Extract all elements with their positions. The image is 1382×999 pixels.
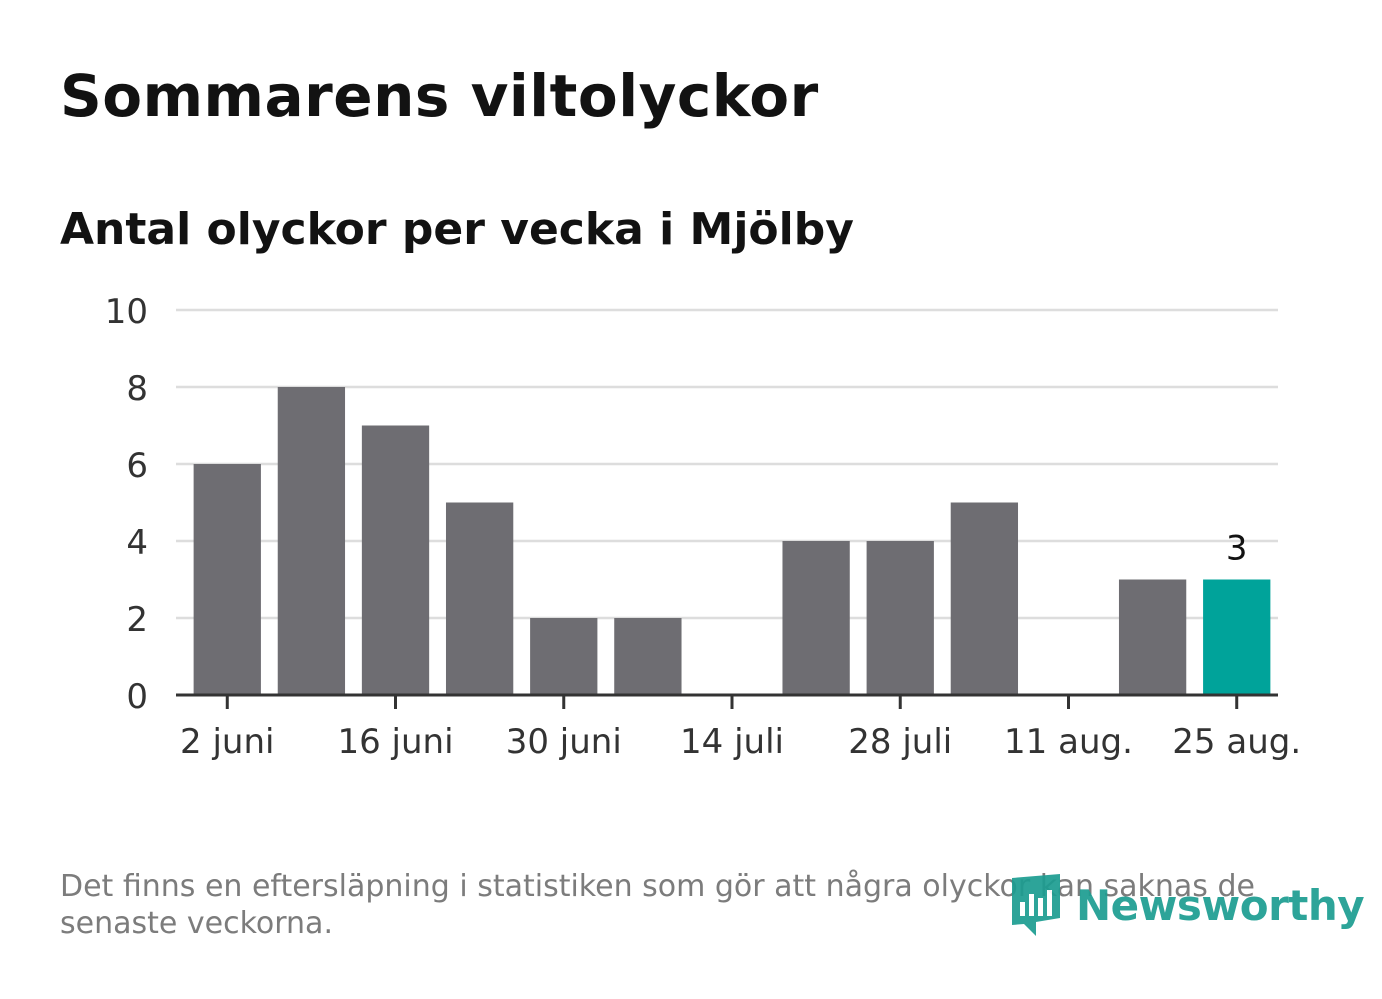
bar[interactable] [782,541,850,695]
bar[interactable] [530,618,598,695]
data-label: 3 [1226,529,1248,569]
y-tick-label: 6 [126,446,148,486]
bar[interactable] [950,502,1019,696]
brand-name: Newsworthy [1076,880,1365,930]
bar[interactable] [193,464,261,695]
bar[interactable] [1118,579,1187,696]
newsworthy-logo[interactable]: Newsworthy [1010,872,1365,938]
x-tick-label: 16 juni [337,722,453,762]
bar[interactable] [361,425,430,696]
y-tick-label: 8 [126,369,148,409]
bars [193,387,1271,696]
chart-subtitle: Antal olyckor per vecka i Mjölby [60,204,854,255]
x-tick-label: 2 juni [180,722,274,762]
x-tick-label: 28 juli [848,722,952,762]
newsworthy-logo-icon [1012,874,1060,936]
chart-title: Sommarens viltolyckor [60,62,819,130]
x-tick-label: 30 juni [506,722,622,762]
y-axis-ticks: 0 2 4 6 8 10 [105,292,148,717]
bar[interactable] [445,502,514,696]
x-tick-label: 25 aug. [1172,722,1301,762]
y-tick-label: 0 [126,677,148,717]
x-tick-label: 11 aug. [1004,722,1133,762]
y-tick-label: 10 [105,292,148,332]
bar[interactable] [1203,579,1271,696]
grid-lines [176,308,1278,620]
bar[interactable] [614,618,682,695]
data-labels: 3 [1226,529,1248,569]
bar[interactable] [866,541,934,695]
bar-chart: 0 2 4 6 8 10 2 juni 16 juni 30 juni 14 juli 28 ju… [105,292,1301,762]
y-tick-label: 4 [126,523,148,563]
bar[interactable] [277,387,346,695]
x-tick-label: 14 juli [680,722,784,762]
x-axis-ticks: 2 juni 16 juni 30 juni 14 juli 28 juli 11 aug… [180,695,1301,762]
y-tick-label: 2 [126,600,148,640]
